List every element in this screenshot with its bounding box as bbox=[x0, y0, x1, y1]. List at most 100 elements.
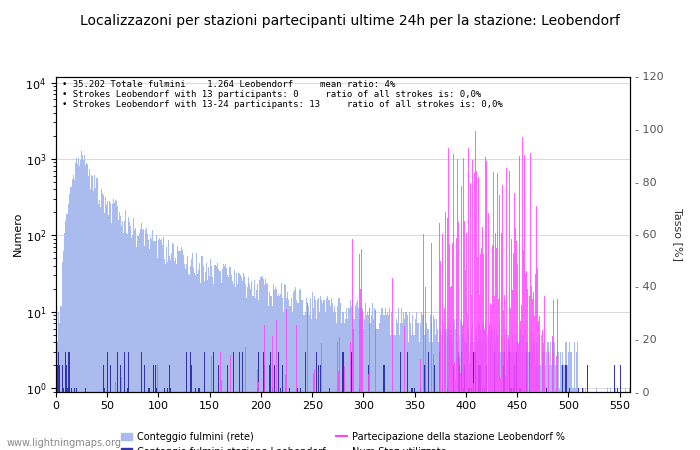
Bar bbox=[110, 365, 111, 450]
Bar bbox=[411, 388, 412, 450]
Bar bbox=[156, 235, 157, 450]
Bar bbox=[561, 365, 562, 450]
Bar bbox=[366, 315, 367, 450]
Bar bbox=[132, 234, 134, 450]
Bar bbox=[371, 315, 372, 450]
Bar bbox=[216, 266, 218, 450]
Bar bbox=[90, 189, 92, 450]
Bar bbox=[190, 266, 191, 450]
Bar bbox=[486, 365, 487, 450]
Bar bbox=[243, 273, 244, 450]
Bar bbox=[617, 388, 618, 450]
Bar bbox=[377, 328, 379, 450]
Bar bbox=[94, 175, 95, 450]
Bar bbox=[606, 393, 607, 450]
Bar bbox=[264, 285, 265, 450]
Bar bbox=[272, 388, 273, 450]
Bar bbox=[66, 388, 68, 450]
Bar bbox=[77, 164, 78, 450]
Bar bbox=[289, 306, 290, 450]
Bar bbox=[79, 166, 80, 450]
Bar bbox=[63, 388, 64, 450]
Bar bbox=[190, 351, 191, 450]
Y-axis label: Tasso [%]: Tasso [%] bbox=[673, 207, 683, 261]
Bar bbox=[447, 388, 448, 450]
Bar bbox=[582, 388, 583, 450]
Bar bbox=[187, 256, 188, 450]
Bar bbox=[68, 351, 69, 450]
Bar bbox=[251, 281, 252, 450]
Bar bbox=[357, 301, 358, 450]
Bar bbox=[212, 278, 214, 450]
Bar bbox=[562, 351, 563, 450]
Bar bbox=[444, 328, 445, 450]
Bar bbox=[86, 163, 88, 450]
Bar bbox=[468, 351, 470, 450]
Bar bbox=[193, 268, 194, 450]
Bar bbox=[565, 365, 566, 450]
Bar bbox=[135, 228, 136, 450]
Bar bbox=[248, 278, 249, 450]
Bar bbox=[463, 388, 465, 450]
Bar bbox=[328, 301, 329, 450]
Bar bbox=[602, 393, 603, 450]
Bar bbox=[285, 285, 286, 450]
Bar bbox=[587, 365, 589, 450]
Bar bbox=[571, 351, 572, 450]
Bar bbox=[611, 393, 612, 450]
Bar bbox=[457, 342, 458, 450]
Text: • 35.202 Totale fulmini    1.264 Leobendorf     mean ratio: 4%
• Strokes Leobend: • 35.202 Totale fulmini 1.264 Leobendorf… bbox=[62, 80, 503, 109]
Bar bbox=[484, 328, 485, 450]
Bar bbox=[508, 351, 510, 450]
Bar bbox=[295, 287, 296, 450]
Bar bbox=[481, 342, 482, 450]
Bar bbox=[82, 155, 83, 450]
Bar bbox=[458, 351, 459, 450]
Bar bbox=[604, 393, 605, 450]
Bar bbox=[520, 328, 521, 450]
Bar bbox=[281, 283, 282, 450]
Bar bbox=[170, 260, 172, 450]
Bar bbox=[234, 270, 235, 450]
Bar bbox=[622, 393, 623, 450]
Bar bbox=[470, 388, 472, 450]
Bar bbox=[223, 266, 225, 450]
Bar bbox=[623, 393, 624, 450]
Text: www.lightningmaps.org: www.lightningmaps.org bbox=[7, 438, 122, 448]
Bar bbox=[524, 351, 525, 450]
Bar bbox=[246, 298, 247, 450]
Bar bbox=[199, 263, 200, 450]
Bar bbox=[479, 324, 480, 450]
Bar bbox=[227, 365, 228, 450]
Bar bbox=[369, 324, 370, 450]
Bar bbox=[220, 283, 221, 450]
Bar bbox=[165, 264, 166, 450]
Bar bbox=[85, 165, 86, 450]
Bar bbox=[465, 342, 466, 450]
Bar bbox=[395, 319, 397, 450]
Bar bbox=[475, 351, 476, 450]
Bar bbox=[233, 284, 234, 450]
Bar bbox=[529, 351, 530, 450]
Bar bbox=[575, 388, 576, 450]
Bar bbox=[465, 365, 466, 450]
Bar bbox=[210, 259, 211, 450]
Bar bbox=[372, 303, 373, 450]
Bar bbox=[161, 239, 162, 450]
Bar bbox=[199, 388, 200, 450]
Bar bbox=[330, 306, 331, 450]
Bar bbox=[447, 335, 448, 450]
Bar bbox=[139, 229, 141, 450]
Bar bbox=[451, 328, 452, 450]
Bar bbox=[127, 234, 128, 450]
Bar bbox=[69, 351, 70, 450]
Bar bbox=[547, 342, 549, 450]
Bar bbox=[176, 264, 178, 450]
Bar bbox=[536, 342, 537, 450]
Bar bbox=[613, 393, 614, 450]
Bar bbox=[408, 342, 409, 450]
Bar bbox=[277, 296, 278, 450]
Bar bbox=[325, 312, 326, 450]
Bar bbox=[526, 351, 527, 450]
Bar bbox=[436, 319, 437, 450]
